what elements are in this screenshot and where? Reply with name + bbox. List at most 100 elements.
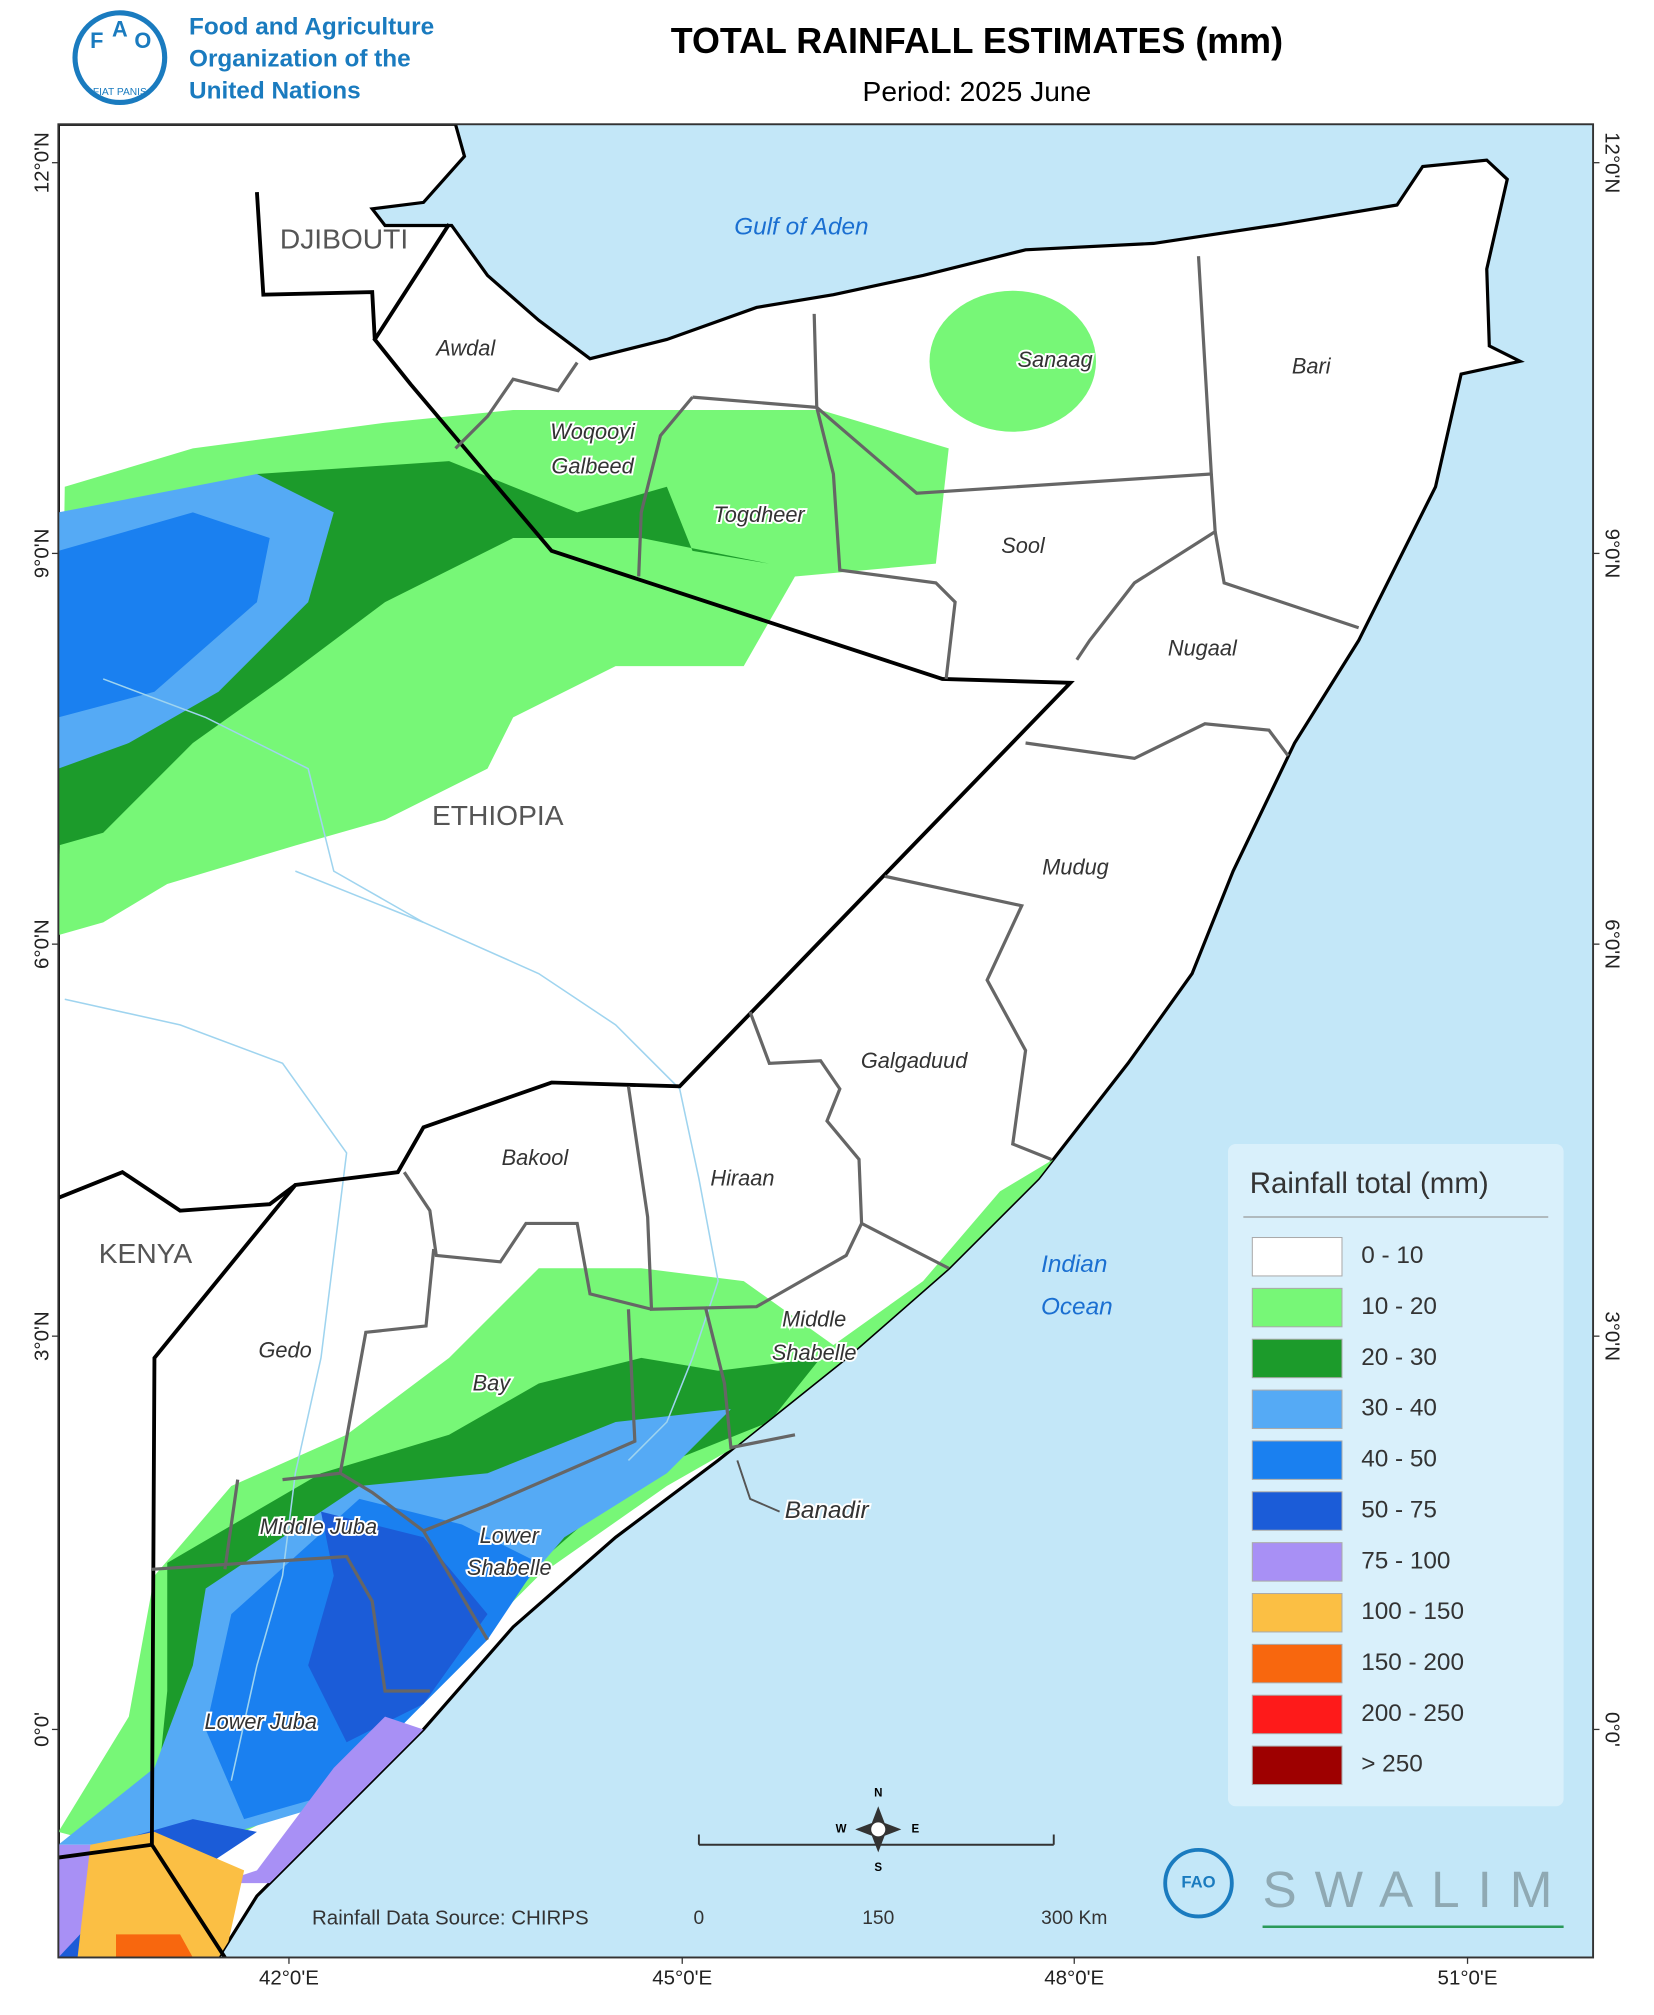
region-label: Banadir xyxy=(785,1497,870,1524)
legend-label: 50 - 75 xyxy=(1361,1496,1437,1523)
org-name: Food and Agriculture xyxy=(189,14,434,41)
compass-letter: E xyxy=(912,1823,920,1835)
legend-swatch xyxy=(1251,1491,1343,1531)
logo-letter: F xyxy=(90,28,103,53)
legend-swatch xyxy=(1251,1694,1343,1735)
region-label: Galgaduud xyxy=(861,1048,968,1073)
region-label: Nugaal xyxy=(1168,635,1238,660)
sea-label: Indian xyxy=(1041,1251,1107,1278)
lon-label: 45°0'E xyxy=(652,1967,712,1990)
swalim-logo: SWALIM xyxy=(1263,1861,1571,1918)
lat-label: 3°0'N xyxy=(1601,1311,1624,1361)
map-frame xyxy=(57,123,1595,1959)
legend: Rainfall total (mm) 0 - 10 10 - 20 20 - 30… xyxy=(1227,1143,1564,1807)
banadir-leader xyxy=(736,1460,780,1513)
footer-logos: FAO SWALIM xyxy=(1163,1847,1571,1929)
region-label: Woqooyi xyxy=(550,419,636,444)
data-source: Rainfall Data Source: CHIRPS xyxy=(312,1906,589,1929)
legend-label: 30 - 40 xyxy=(1361,1395,1437,1422)
scale-bar: 0 150 300 Km xyxy=(694,1834,1107,1929)
country-label: DJIBOUTI xyxy=(280,222,408,254)
legend-swatch xyxy=(1251,1593,1343,1633)
lon-label: 51°0'E xyxy=(1438,1967,1498,1990)
region-label: Sool xyxy=(1001,533,1046,558)
region-label: Bay xyxy=(473,1371,512,1396)
region-label: Awdal xyxy=(434,335,496,360)
legend-swatch xyxy=(1251,1287,1343,1328)
region-borders xyxy=(151,256,1360,1693)
legend-label: 150 - 200 xyxy=(1361,1649,1464,1676)
org-name: United Nations xyxy=(189,78,361,105)
legend-swatch xyxy=(1251,1643,1343,1684)
fao-logo: F A O FIAT PANIS Food and Agriculture Or… xyxy=(72,10,434,106)
org-name: Organization of the xyxy=(189,46,411,73)
region-label: Middle Juba xyxy=(260,1514,377,1539)
region-label: Galbeed xyxy=(551,453,634,478)
title: TOTAL RAINFALL ESTIMATES (mm) xyxy=(671,21,1283,61)
legend-swatch xyxy=(1251,1237,1343,1277)
lon-label: 48°0'E xyxy=(1044,1967,1104,1990)
legend-swatch xyxy=(1251,1389,1343,1430)
lat-label: 9°0'N xyxy=(30,529,53,579)
lat-label: 0°0' xyxy=(1601,1712,1624,1747)
region-label: Bakool xyxy=(502,1145,570,1170)
map: DJIBOUTI ETHIOPIA KENYA Gulf of Aden Ind… xyxy=(58,124,1594,1958)
compass-letter: S xyxy=(874,1862,882,1874)
region-label: Lower Juba xyxy=(205,1709,318,1734)
logo-ring xyxy=(72,10,168,106)
rainfall-zone xyxy=(58,512,270,718)
coordinate-labels: 12°0'N 9°0'N 6°0'N 3°0'N 0°0' 12°0'N 9°0… xyxy=(30,132,1623,1990)
legend-label: 40 - 50 xyxy=(1361,1446,1437,1473)
compass: N E S W xyxy=(836,1788,920,1874)
logo-letter: A xyxy=(112,16,128,41)
legend-label: 0 - 10 xyxy=(1361,1242,1423,1269)
scale-label: 0 xyxy=(694,1908,705,1929)
region-label: Middle xyxy=(782,1307,846,1332)
lat-label: 12°0'N xyxy=(30,132,53,193)
legend-label: > 250 xyxy=(1361,1751,1423,1778)
compass-letter: W xyxy=(836,1823,847,1835)
country-label: KENYA xyxy=(99,1237,193,1269)
region-label: Hiraan xyxy=(710,1166,774,1191)
country-label: ETHIOPIA xyxy=(432,799,564,831)
legend-label: 75 - 100 xyxy=(1361,1547,1450,1574)
rainfall-zone xyxy=(218,1716,424,1884)
region-label: Shabelle xyxy=(772,1340,857,1365)
region-label: Sanaag xyxy=(1018,347,1093,372)
rainfall-zone xyxy=(116,1934,193,1958)
legend-swatch xyxy=(1251,1745,1343,1786)
legend-label: 20 - 30 xyxy=(1361,1344,1437,1371)
rivers xyxy=(64,678,719,1781)
period: Period: 2025 June xyxy=(863,75,1092,107)
sea-label: Ocean xyxy=(1041,1293,1113,1320)
lat-label: 9°0'N xyxy=(1601,529,1624,579)
region-label: Shabelle xyxy=(467,1555,552,1580)
lat-label: 6°0'N xyxy=(1601,919,1624,969)
footer-fao-text: FAO xyxy=(1181,1873,1215,1892)
region-label: Bari xyxy=(1292,353,1332,378)
legend-title: Rainfall total (mm) xyxy=(1250,1167,1489,1200)
region-label: Togdheer xyxy=(714,502,806,527)
lat-label: 0°0' xyxy=(30,1712,53,1747)
country-borders xyxy=(58,192,1075,1958)
scale-label: 300 Km xyxy=(1041,1908,1107,1929)
legend-label: 100 - 150 xyxy=(1361,1598,1464,1625)
lat-label: 3°0'N xyxy=(30,1311,53,1361)
region-label: Gedo xyxy=(258,1337,311,1362)
logo-letter: O xyxy=(134,28,151,53)
frame-ticks xyxy=(51,162,1600,1964)
legend-label: 10 - 20 xyxy=(1361,1293,1437,1320)
lat-label: 6°0'N xyxy=(30,919,53,969)
region-label: Lower xyxy=(480,1523,540,1548)
sea-label: Gulf of Aden xyxy=(734,213,868,240)
legend-swatch xyxy=(1251,1440,1343,1480)
compass-letter: N xyxy=(874,1788,882,1800)
region-label: Mudug xyxy=(1042,854,1109,879)
rainfall-zone xyxy=(929,290,1097,432)
lat-label: 12°0'N xyxy=(1601,132,1624,193)
scale-label: 150 xyxy=(862,1908,894,1929)
compass-center xyxy=(869,1821,887,1838)
legend-swatch xyxy=(1251,1338,1343,1379)
